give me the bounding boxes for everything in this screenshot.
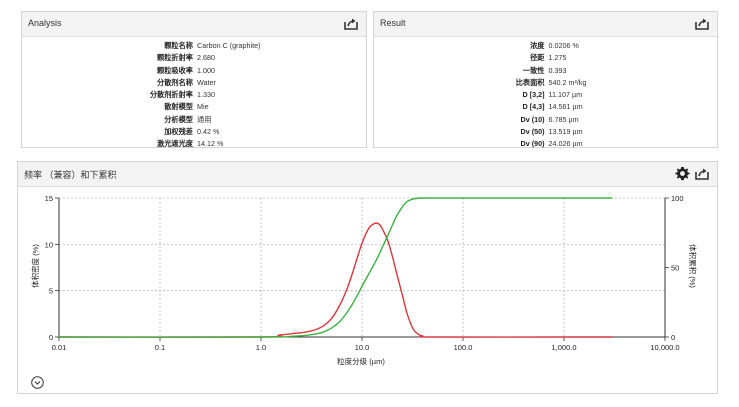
- gear-icon[interactable]: [675, 166, 690, 181]
- chevron-down-circle-icon[interactable]: [31, 376, 44, 389]
- analysis-row-value: Mie: [197, 102, 209, 112]
- result-panel-title: Result: [380, 18, 406, 28]
- result-row-label: D [3,2]: [522, 90, 545, 100]
- result-row-label: 浓度: [530, 41, 545, 50]
- analysis-row-label: 分析模型: [164, 114, 193, 124]
- analysis-row-value: 1.330: [197, 90, 215, 100]
- result-panel-header: Result: [374, 12, 717, 37]
- result-row-value: 24.026 µm: [548, 139, 583, 149]
- result-row-label: 比表面积: [515, 77, 545, 87]
- result-row-value: 14.561 µm: [548, 102, 583, 112]
- analysis-row-value: 通用: [197, 114, 212, 124]
- result-row-value: 0.393: [548, 65, 567, 75]
- analysis-row-label: 颗粒吸收率: [157, 65, 193, 75]
- analysis-row: 散射模型 Mie: [22, 101, 366, 113]
- result-row-value: 1.275: [548, 53, 567, 63]
- analysis-panel-header: Analysis: [22, 12, 366, 37]
- analysis-row-label: 颗粒名称: [164, 41, 193, 50]
- analysis-row-value: 2.680: [197, 53, 215, 63]
- analysis-row: 颗粒吸收率 1.000: [22, 65, 366, 77]
- analysis-row-label: 分散剂折射率: [149, 90, 193, 100]
- result-row-label: Dv (50): [520, 127, 545, 137]
- analysis-row-value: 0.42 %: [197, 127, 220, 137]
- analysis-row: 激光遮光度 14.12 %: [22, 138, 366, 150]
- result-row-value: 0.0206 %: [548, 41, 579, 50]
- result-row-label: 径距: [530, 53, 545, 63]
- result-row-label: D [4,3]: [522, 102, 545, 112]
- chart-panel: 频率 （兼容）和下累积: [17, 161, 718, 394]
- chart-panel-header: 频率 （兼容）和下累积: [18, 162, 717, 187]
- result-row: Dv (10) 6.785 µm: [374, 114, 717, 126]
- result-row: Dv (90) 24.026 µm: [374, 138, 717, 150]
- result-row: D [3,2] 11.107 µm: [374, 89, 717, 101]
- result-row: 浓度 0.0206 %: [374, 40, 717, 52]
- result-table: 浓度 0.0206 % 径距 1.275 一致性 0.393 比表面积 540.2 m²/kg…: [374, 40, 717, 151]
- analysis-table: 颗粒名称 Carbon C (graphite) 颗粒折射率 2.680 颗粒吸收率 1.…: [22, 40, 366, 151]
- chart-panel-title: 频率 （兼容）和下累积: [24, 170, 117, 180]
- export-icon[interactable]: [344, 17, 358, 30]
- analysis-row-label: 加权残差: [164, 127, 193, 137]
- result-row-value: 6.785 µm: [548, 114, 579, 124]
- result-row-value: 13.519 µm: [548, 127, 583, 137]
- analysis-row-value: Carbon C (graphite): [197, 41, 261, 50]
- analysis-row: 颗粒名称 Carbon C (graphite): [22, 40, 366, 52]
- export-icon[interactable]: [695, 167, 709, 180]
- analysis-row: 分散剂名称 Water: [22, 77, 366, 89]
- analysis-row-label: 分散剂名称: [157, 77, 193, 87]
- result-row: 比表面积 540.2 m²/kg: [374, 77, 717, 89]
- result-panel: Result 浓度 0.0206 % 径距 1.275 一致性 0.393 比表面积 540.…: [373, 11, 718, 148]
- result-row-label: Dv (90): [520, 139, 545, 149]
- analysis-row: 分析模型 通用: [22, 114, 366, 126]
- analysis-panel-title: Analysis: [28, 18, 62, 28]
- result-row-label: Dv (10): [520, 114, 545, 124]
- analysis-panel: Analysis 颗粒名称 Carbon C (graphite) 颗粒折射率 2.6…: [21, 11, 367, 148]
- result-row-value: 540.2 m²/kg: [548, 77, 587, 87]
- result-row: 径距 1.275: [374, 52, 717, 64]
- analysis-row: 颗粒折射率 2.680: [22, 52, 366, 64]
- analysis-row: 分散剂折射率 1.330: [22, 89, 366, 101]
- analysis-row-value: 14.12 %: [197, 139, 224, 149]
- analysis-row-value: 1.000: [197, 65, 215, 75]
- analysis-row-label: 散射模型: [164, 102, 193, 112]
- analysis-row-label: 颗粒折射率: [157, 53, 193, 63]
- analysis-row-value: Water: [197, 77, 216, 87]
- result-row: Dv (50) 13.519 µm: [374, 126, 717, 138]
- export-icon[interactable]: [695, 17, 709, 30]
- result-row: D [4,3] 14.561 µm: [374, 101, 717, 113]
- analysis-row-label: 激光遮光度: [157, 139, 193, 149]
- result-row-label: 一致性: [522, 65, 545, 75]
- result-row-value: 11.107 µm: [548, 90, 583, 100]
- result-row: 一致性 0.393: [374, 65, 717, 77]
- analysis-row: 加权残差 0.42 %: [22, 126, 366, 138]
